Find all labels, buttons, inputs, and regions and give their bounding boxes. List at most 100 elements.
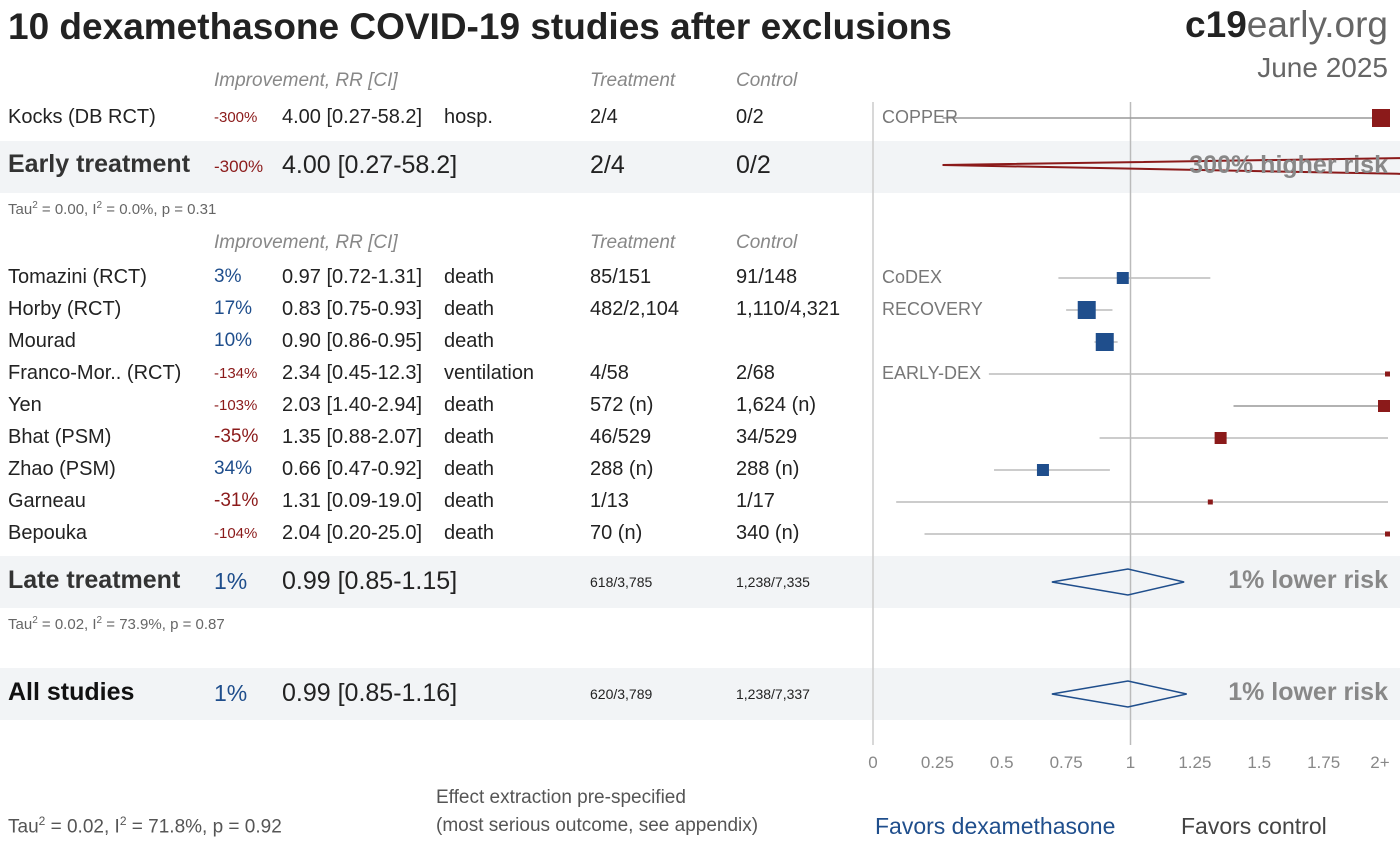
study-name: Bhat (PSM) [8,426,112,448]
stat-rest: = 71.8%, p = 0.92 [126,816,282,838]
study-treatment: 572 (n) [590,394,654,416]
early-stats: Tau2 = 0.00, I2 = 0.0%, p = 0.31 [8,200,216,218]
stat-tau-sup: 2 [32,200,38,211]
study-control: 1,110/4,321 [736,298,841,320]
all-summary-improvement: 1% [214,680,248,706]
early-summary-treatment: 2/4 [590,151,625,179]
all-summary-band [0,668,1400,720]
study-treatment: 70 (n) [590,522,643,544]
late-summary-band [0,556,1400,608]
late-summary-risk: 1% lower risk [1228,566,1388,594]
extraction-note-line2: (most serious outcome, see appendix) [436,815,759,836]
study-point [1378,400,1390,412]
study-improvement: -300% [214,109,258,126]
study-treatment: 1/13 [590,490,629,512]
study-name: Bepouka [8,522,87,544]
study-improvement: 10% [214,330,253,351]
study-name: Zhao (PSM) [8,458,116,480]
study-improvement: -103% [214,397,258,414]
stat-tau-sup: 2 [32,615,38,626]
early-summary-control: 0/2 [736,151,771,179]
study-control: 1,624 (n) [736,394,817,416]
x-tick-label: 2+ [1370,753,1389,772]
study-treatment: 2/4 [590,106,618,128]
study-improvement: 17% [214,298,253,319]
study-control: 2/68 [736,362,775,384]
stat-tau: Tau [8,201,33,218]
study-point [1036,464,1049,476]
study-name: Yen [8,394,42,416]
study-treatment: 4/58 [590,362,629,384]
stat-i-sup: 2 [96,200,103,211]
study-point [1385,531,1390,537]
extraction-note-line1: Effect extraction pre-specified [436,787,686,808]
col-header-treatment: Treatment [590,232,676,253]
study-outcome: death [444,266,495,288]
early-summary-risk: 300% higher risk [1189,151,1388,179]
study-point [1077,301,1096,319]
favors-dexamethasone-label: Favors dexamethasone [875,813,1116,839]
study-trial-label: EARLY-DEX [882,363,982,383]
stat-rest: = 0.0%, p = 0.31 [102,201,217,218]
all-stats: Tau2 = 0.02, I2 = 71.8%, p = 0.92 [8,814,282,838]
study-control: 34/529 [736,426,798,448]
study-rr: 2.04 [0.20-25.0] [282,522,423,544]
study-improvement: -104% [214,525,258,542]
study-rr: 0.90 [0.86-0.95] [282,330,423,352]
study-outcome: death [444,490,495,512]
study-name: Mourad [8,330,76,352]
stat-tau-sup: 2 [38,814,46,828]
study-control: 1/17 [736,490,775,512]
all-summary-treatment: 620/3,789 [590,686,653,702]
col-header-control: Control [736,232,798,253]
x-tick-label: 0.25 [921,753,954,772]
brand-bold: c19 [1185,4,1247,45]
x-tick-label: 1.5 [1247,753,1271,772]
study-treatment: 46/529 [590,426,652,448]
study-outcome: death [444,330,495,352]
late-summary-rr: 0.99 [0.85-1.15] [282,567,458,595]
study-control: 340 (n) [736,522,800,544]
study-improvement: -35% [214,426,259,447]
page-title: 10 dexamethasone COVID-19 studies after … [8,6,952,47]
study-control: 0/2 [736,106,764,128]
study-outcome: death [444,394,495,416]
x-tick-label: 0.5 [990,753,1014,772]
study-treatment: 288 (n) [590,458,654,480]
summary-diamond [1051,680,1187,708]
study-point [1207,499,1213,505]
stat-tau: Tau [8,816,39,838]
summary-diamond [942,157,1400,175]
all-summary-rr: 0.99 [0.85-1.16] [282,679,458,707]
study-point [1385,371,1390,377]
study-name: Tomazini (RCT) [8,266,147,288]
stat-i: = 0.02, I [45,816,120,838]
study-treatment: 482/2,104 [590,298,679,320]
stat-i: = 0.02, I [37,616,97,633]
study-point [1214,432,1227,444]
early-summary-label: Early treatment [8,150,191,178]
study-outcome: death [444,458,495,480]
study-name: Kocks (DB RCT) [8,106,156,128]
late-summary-control: 1,238/7,335 [736,574,810,590]
study-outcome: hosp. [444,106,493,128]
stat-i-sup: 2 [96,615,103,626]
x-tick-label: 0 [868,753,877,772]
x-tick-label: 1.75 [1307,753,1340,772]
study-rr: 2.34 [0.45-12.3] [282,362,423,384]
x-tick-label: 1.25 [1178,753,1211,772]
study-control: 288 (n) [736,458,800,480]
summary-diamond [1051,568,1185,596]
study-outcome: ventilation [444,362,535,384]
date-label: June 2025 [1257,52,1388,83]
study-rr: 1.35 [0.88-2.07] [282,426,423,448]
early-summary-rr: 4.00 [0.27-58.2] [282,151,458,179]
study-outcome: death [444,522,495,544]
stat-i: = 0.00, I [37,201,97,218]
all-summary-risk: 1% lower risk [1228,678,1388,706]
stat-rest: = 73.9%, p = 0.87 [102,616,225,633]
study-control: 91/148 [736,266,798,288]
stat-i-sup: 2 [119,814,127,828]
study-treatment: 85/151 [590,266,652,288]
